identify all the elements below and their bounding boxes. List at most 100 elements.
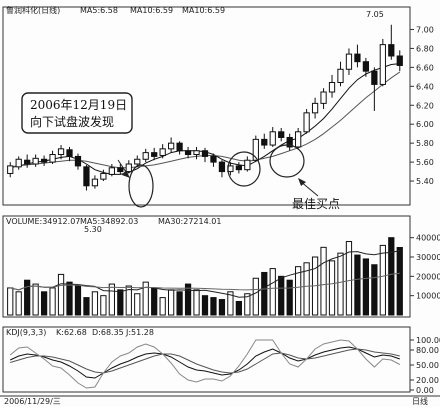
candle-body (201, 150, 209, 157)
candle-body (218, 161, 226, 173)
highlight-circle-2 (227, 151, 261, 187)
volume-bar (7, 287, 14, 316)
volume-bar (252, 277, 259, 316)
kdj-tick-label: 50.00 (416, 361, 439, 370)
highlight-circle-3 (269, 144, 305, 178)
volume-bar (362, 258, 370, 316)
callout-arrowhead (122, 170, 130, 178)
kdj-j-label: J:51.28 (125, 328, 154, 337)
candle-body (193, 150, 200, 156)
volume-bar (388, 237, 395, 316)
annotation-callout: 2006年12月19日 向下试盘波发现 (21, 92, 133, 178)
kdj-d-line (10, 348, 400, 374)
kdj-j-line (9, 339, 401, 389)
candle-body (295, 131, 302, 148)
volume-bar (151, 287, 158, 316)
candle-body (74, 155, 82, 167)
volume-bar (328, 260, 336, 316)
volume-bar (379, 244, 386, 316)
volume-bar (176, 291, 183, 316)
highlight-circle-1 (128, 164, 154, 208)
volume-bar (40, 291, 48, 316)
candle-body (396, 55, 403, 66)
volume-bar (184, 283, 192, 316)
volume-bar (235, 300, 242, 316)
volume-bar (15, 291, 22, 316)
volume-bar (354, 254, 361, 316)
kdj-tick-label: 80.00 (416, 346, 439, 355)
volume-bar (66, 281, 73, 316)
volume-average-line (10, 250, 400, 298)
volume-bar (201, 295, 209, 316)
price-tick-label: 6.80 (416, 44, 434, 53)
candle-body (108, 167, 115, 175)
kdj-tick-label: 0.00 (416, 386, 434, 395)
footer-period: 日线 (412, 396, 428, 406)
volume-bar (227, 291, 234, 316)
volume-bar (345, 241, 353, 316)
volume-bar (125, 285, 132, 316)
candle-body (184, 150, 192, 156)
price-tick-label: 5.60 (416, 158, 434, 167)
kdj-k-label: K:62.68 (56, 328, 87, 337)
callout-date-text: 2006年12月19日 (30, 98, 127, 112)
kdj-label: KDJ(9,3,3) (6, 328, 46, 337)
candle-body (100, 172, 107, 180)
low-price-label: 5.30 (84, 225, 102, 234)
high-price-label: 7.05 (366, 10, 384, 19)
candle-body (379, 44, 386, 85)
price-tick-label: 6.60 (416, 63, 434, 72)
price-tick-label: 5.80 (416, 139, 434, 148)
volume-average-line (10, 272, 400, 291)
kdj-d-label: D:68.35 (92, 328, 124, 337)
candle-body (7, 165, 14, 174)
candle-body (15, 158, 22, 168)
candle-body (40, 158, 48, 163)
candle-body (328, 82, 336, 93)
candle-body (261, 138, 268, 146)
ma5-label: MA5:6.58 (80, 6, 118, 15)
candle-body (151, 152, 158, 157)
candle-body (278, 131, 285, 138)
volume-bar (100, 295, 107, 316)
ma10-label: MA10:6.59 (130, 6, 173, 15)
volume-bar (159, 297, 166, 316)
callout-box (21, 92, 133, 134)
volume-tick-label: 30000 (416, 253, 440, 262)
candle-body (24, 159, 31, 165)
candle-body (388, 44, 395, 57)
volume-bar (218, 299, 226, 316)
candle-body (311, 102, 319, 114)
candle-body (176, 142, 183, 152)
candle-body (210, 155, 217, 163)
candle-body (91, 178, 99, 187)
candle-body (49, 154, 56, 163)
volume-bar (168, 289, 175, 316)
candle-body (168, 142, 175, 150)
candle-body (371, 70, 378, 85)
volume-panel-frame (2, 215, 411, 318)
price-tick-label: 6.20 (416, 101, 434, 110)
kdj-tick-label: 100.00 (416, 336, 440, 345)
volume-bar (83, 297, 90, 316)
volume-bar (57, 273, 65, 316)
volume-bar (337, 252, 344, 316)
stock-name-label: 鲁润科化(日线) (6, 5, 60, 15)
candle-body (66, 149, 73, 157)
candle-body (57, 148, 65, 156)
volume-tick-label: 40000 (416, 234, 440, 243)
volume-tick-label: 20000 (416, 272, 440, 281)
volume-bar (286, 279, 293, 316)
volume-bar (278, 275, 285, 316)
volume-bar (134, 293, 141, 316)
volume-bar (193, 289, 200, 316)
candle-body (303, 112, 310, 133)
candle-body (32, 157, 39, 165)
volume-bar (49, 287, 56, 316)
volume-bar (24, 279, 31, 316)
volume-tick-label: 10000 (416, 292, 440, 301)
candle-body (286, 136, 293, 148)
volume-bar (108, 283, 115, 316)
volume-bar (74, 285, 82, 316)
